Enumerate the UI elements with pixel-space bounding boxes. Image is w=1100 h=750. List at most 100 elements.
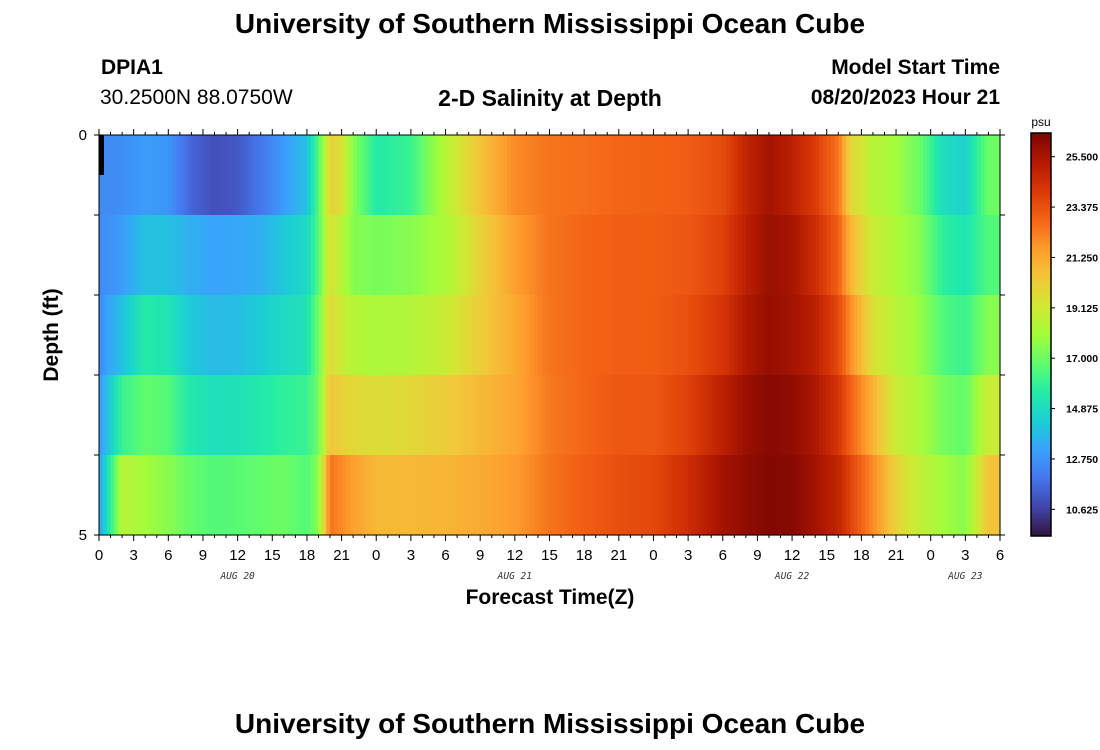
heatmap-cell [206, 295, 212, 376]
heatmap-cell [599, 135, 605, 216]
heatmap-cell [341, 295, 347, 376]
heatmap-cell [476, 455, 481, 536]
heatmap-cell [745, 135, 751, 216]
heatmap-cell [364, 295, 370, 376]
heatmap-cell [410, 375, 416, 456]
model-start-value: 08/20/2023 Hour 21 [810, 86, 1000, 109]
heatmap-cell [333, 295, 339, 376]
heatmap-cell [665, 135, 670, 216]
heatmap-cell [703, 375, 708, 456]
x-tick-label: 3 [407, 547, 415, 564]
heatmap-cell [330, 295, 335, 376]
heatmap-cell [518, 455, 524, 536]
heatmap-cell [907, 455, 913, 536]
heatmap-cell [749, 455, 755, 536]
heatmap-cell [222, 135, 227, 216]
heatmap-cell [495, 295, 501, 376]
heatmap-cell [272, 375, 277, 456]
heatmap-cell [460, 295, 466, 376]
heatmap-cell [680, 295, 685, 376]
heatmap-cell [984, 455, 990, 536]
heatmap-cell [892, 455, 897, 536]
heatmap-cell [718, 375, 724, 456]
heatmap-cell [607, 215, 612, 296]
heatmap-cell [992, 455, 997, 536]
heatmap-cell [233, 135, 239, 216]
heatmap-cell [822, 295, 828, 376]
heatmap-cell [865, 455, 870, 536]
heatmap-cell [433, 295, 439, 376]
heatmap-cell [784, 295, 789, 376]
heatmap-cell [568, 295, 574, 376]
heatmap-cell [537, 455, 543, 536]
heatmap-cell [249, 295, 254, 376]
heatmap-cell [634, 455, 639, 536]
heatmap-cell [318, 135, 323, 216]
heatmap-cell [753, 135, 759, 216]
heatmap-cell [930, 455, 936, 536]
heatmap-cell [330, 135, 335, 216]
heatmap-cell [903, 375, 909, 456]
heatmap-cell [853, 135, 859, 216]
x-tick-label: 6 [164, 547, 172, 564]
heatmap-cell [322, 375, 327, 456]
heatmap-cell [996, 295, 1001, 376]
heatmap-cell [718, 135, 724, 216]
heatmap-cell [360, 295, 366, 376]
heatmap-cell [580, 135, 585, 216]
heatmap-cell [745, 215, 751, 296]
heatmap-cell [849, 295, 855, 376]
heatmap-cell [214, 215, 219, 296]
heatmap-cell [919, 375, 924, 456]
heatmap-cell [226, 455, 231, 536]
heatmap-cell [476, 375, 481, 456]
heatmap-cell [249, 135, 254, 216]
heatmap-cell [695, 135, 701, 216]
heatmap-cell [942, 375, 947, 456]
heatmap-cell [287, 455, 293, 536]
heatmap-cell [772, 375, 778, 456]
heatmap-cell [699, 295, 705, 376]
heatmap-cell [607, 295, 612, 376]
heatmap-cell [172, 295, 177, 376]
heatmap-cell [599, 375, 605, 456]
heatmap-cell [880, 215, 886, 296]
heatmap-cell [353, 455, 358, 536]
heatmap-cell [356, 135, 362, 216]
heatmap-cell [110, 215, 115, 296]
heatmap-cell [653, 455, 658, 536]
heatmap-cell [426, 455, 431, 536]
heatmap-cell [276, 295, 281, 376]
heatmap-cell [514, 375, 520, 456]
heatmap-cell [433, 215, 439, 296]
heatmap-cell [899, 135, 905, 216]
heatmap-cell [114, 375, 119, 456]
heatmap-cell [614, 295, 620, 376]
heatmap-cell [414, 455, 420, 536]
heatmap-cell [919, 455, 924, 536]
heatmap-cell [622, 135, 628, 216]
heatmap-cell [176, 375, 181, 456]
heatmap-cell [665, 295, 670, 376]
heatmap-cell [969, 215, 974, 296]
heatmap-cell [649, 215, 655, 296]
heatmap-cell [826, 135, 832, 216]
heatmap-cell [303, 215, 308, 296]
heatmap-cell [626, 135, 631, 216]
heatmap-cell [811, 295, 816, 376]
heatmap-cell [537, 375, 543, 456]
heatmap-cell [899, 375, 905, 456]
heatmap-cell [803, 375, 809, 456]
heatmap-cell [757, 135, 762, 216]
heatmap-cell [326, 135, 331, 216]
heatmap-cell [564, 375, 570, 456]
heatmap-cell [480, 135, 485, 216]
heatmap-cell [464, 455, 470, 536]
heatmap-cell [545, 215, 551, 296]
heatmap-cell [996, 455, 1001, 536]
heatmap-cell [988, 215, 993, 296]
heatmap-cell [229, 215, 235, 296]
heatmap-cell [449, 455, 454, 536]
heatmap-cell [472, 215, 477, 296]
